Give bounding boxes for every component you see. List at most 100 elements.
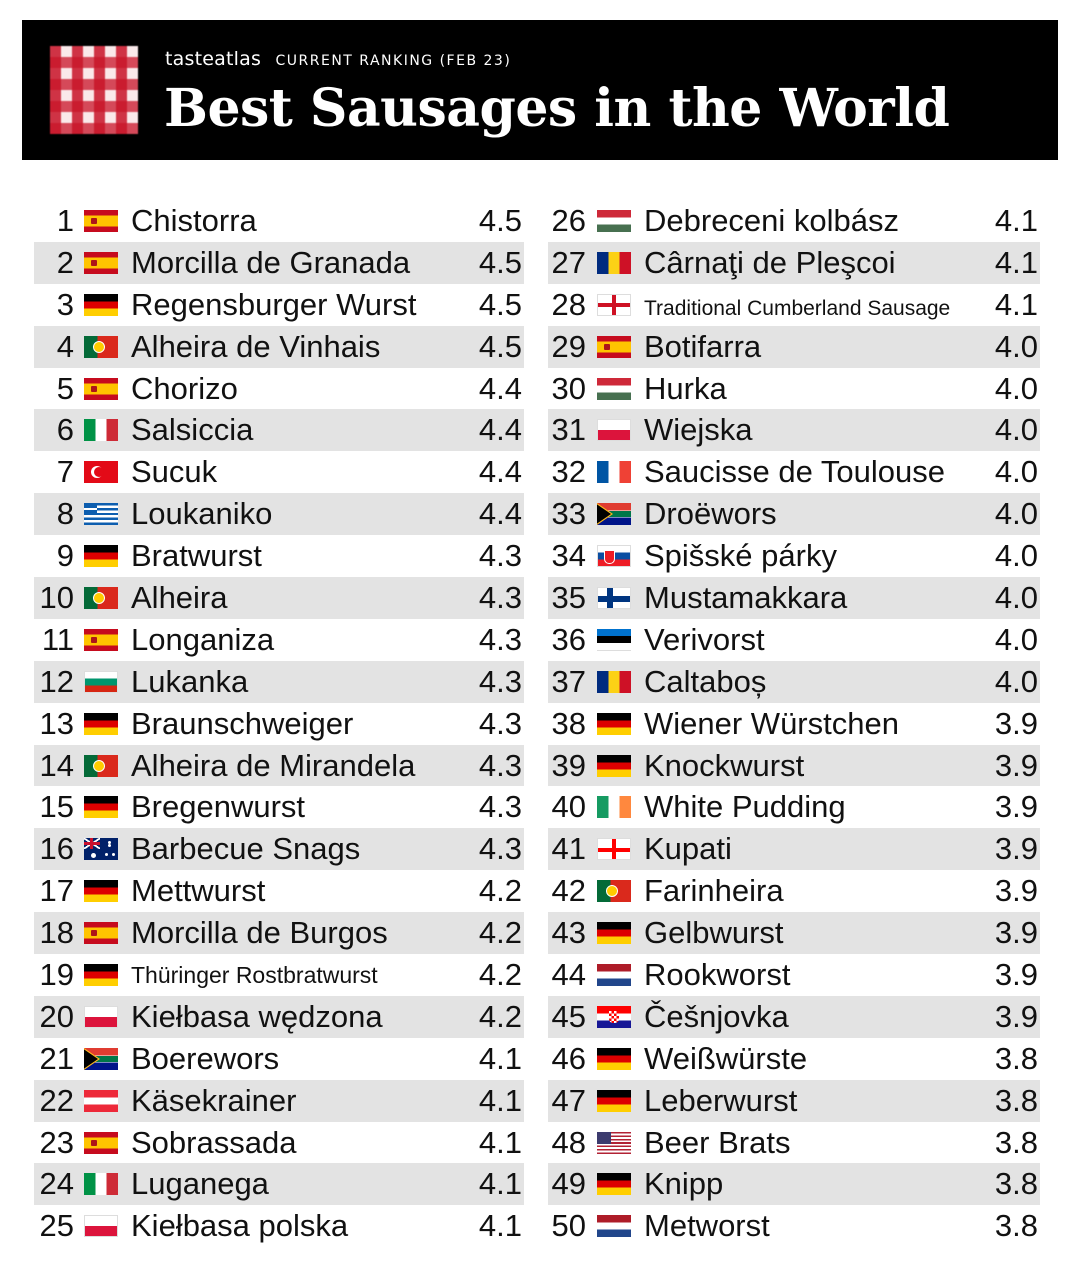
flag-fi-icon	[597, 587, 631, 610]
sausage-name: Weißwürste	[644, 1040, 808, 1076]
ranking-row: 3 Regensburger Wurst 4.5	[34, 284, 524, 326]
ranking-row: 47 Leberwurst 3.8	[548, 1079, 1040, 1122]
rating-score: 3.9	[994, 789, 1038, 825]
flag-es-icon	[84, 922, 118, 945]
flag-es-icon	[84, 251, 118, 274]
rating-score: 4.4	[478, 496, 522, 532]
rank-number: 9	[56, 538, 74, 574]
ranking-row: 17 Mettwurst 4.2	[34, 870, 524, 912]
flag-it-icon	[84, 1173, 118, 1196]
ranking-row: 44 Rookworst 3.9	[548, 954, 1040, 996]
flag-pt-icon	[84, 754, 118, 777]
ranking-row: 6 Salsiccia 4.4	[34, 409, 524, 452]
ranking-row: 31 Wiejska 4.0	[548, 409, 1040, 452]
flag-de-icon	[84, 545, 118, 568]
rank-number: 50	[551, 1208, 586, 1244]
sausage-name: Češnjovka	[644, 998, 789, 1034]
rating-score: 3.8	[994, 1082, 1038, 1118]
sausage-name: Rookworst	[644, 957, 791, 993]
sausage-name: Salsiccia	[131, 412, 254, 448]
rating-score: 4.2	[478, 957, 522, 993]
flag-es-icon	[84, 628, 118, 651]
rank-number: 20	[39, 998, 74, 1034]
sausage-name: Bregenwurst	[131, 789, 306, 825]
flag-pt-icon	[84, 335, 118, 358]
sausage-name: Kupati	[644, 831, 732, 867]
sausage-name: Traditional Cumberland Sausage	[644, 296, 951, 320]
flag-us-icon	[597, 1131, 631, 1154]
ranking-column-right: 26 Debreceni kolbász 4.1 27 Cârnaţi de Pleşc…	[548, 200, 1040, 1247]
rank-number: 28	[551, 286, 586, 322]
flag-sk-icon	[597, 545, 631, 568]
ranking-row: 22 Käsekrainer 4.1	[34, 1079, 524, 1122]
rank-number: 29	[551, 328, 586, 364]
rank-number: 6	[56, 412, 74, 448]
sausage-name: Chorizo	[131, 370, 238, 406]
ranking-row: 25 Kiełbasa polska 4.1	[34, 1205, 524, 1247]
flag-de-icon	[84, 964, 118, 987]
sausage-name: Sucuk	[131, 454, 218, 490]
flag-de-icon	[84, 880, 118, 903]
ranking-row: 29 Botifarra 4.0	[548, 325, 1040, 368]
rank-number: 13	[39, 705, 74, 741]
sausage-name: Spišské párky	[644, 538, 837, 574]
rank-number: 45	[551, 998, 586, 1034]
flag-au-icon	[84, 838, 118, 861]
rank-number: 8	[56, 496, 74, 532]
ranking-column-left: 1 Chistorra 4.5 2 Morcilla de Granada 4.5 3 Reg…	[34, 200, 524, 1247]
sausage-name: Verivorst	[644, 621, 765, 657]
flag-hu-icon	[597, 210, 631, 232]
rating-score: 4.3	[478, 831, 522, 867]
ranking-row: 2 Morcilla de Granada 4.5	[34, 241, 524, 284]
sausage-name: Longaniza	[131, 621, 275, 657]
flag-pl-icon	[597, 419, 631, 442]
ranking-row: 46 Weißwürste 3.8	[548, 1038, 1040, 1080]
rating-score: 4.2	[478, 998, 522, 1034]
ranking-row: 15 Bregenwurst 4.3	[34, 786, 524, 828]
rank-number: 17	[39, 873, 74, 909]
sausage-name: Regensburger Wurst	[131, 286, 417, 322]
ranking-row: 27 Cârnaţi de Pleşcoi 4.1	[548, 241, 1040, 284]
flag-tr-icon	[84, 461, 118, 484]
ranking-row: 45 Češnjovka 3.9	[548, 995, 1040, 1038]
rating-score: 4.4	[478, 370, 522, 406]
rank-number: 4	[56, 328, 74, 364]
ranking-row: 21 Boerewors 4.1	[34, 1038, 524, 1080]
flag-es-icon	[84, 377, 118, 400]
rating-score: 4.5	[478, 328, 522, 364]
flag-pl-icon	[84, 1215, 118, 1238]
ranking-row: 8 Loukaniko 4.4	[34, 493, 524, 536]
sausage-name: Luganega	[131, 1166, 269, 1202]
rank-number: 38	[551, 705, 586, 741]
rating-score: 4.0	[994, 621, 1038, 657]
ranking-row: 4 Alheira de Vinhais 4.5	[34, 325, 524, 368]
sausage-name: Alheira de Mirandela	[131, 747, 416, 783]
rank-number: 37	[551, 663, 586, 699]
ranking-row: 14 Alheira de Mirandela 4.3	[34, 744, 524, 787]
sausage-name: Saucisse de Toulouse	[644, 454, 946, 490]
sausage-name: Morcilla de Burgos	[131, 915, 388, 951]
rank-number: 5	[56, 370, 74, 406]
ranking-row: 43 Gelbwurst 3.9	[548, 912, 1040, 955]
sausage-name: White Pudding	[644, 789, 846, 825]
rating-score: 3.8	[994, 1040, 1038, 1076]
flag-ro-icon	[597, 670, 631, 693]
ranking-row: 36 Verivorst 4.0	[548, 619, 1040, 661]
rank-number: 7	[56, 454, 74, 490]
ranking-row: 39 Knockwurst 3.9	[548, 744, 1040, 787]
flag-en-icon	[597, 293, 631, 316]
rank-number: 22	[39, 1082, 74, 1118]
rating-score: 4.3	[478, 621, 522, 657]
rank-number: 41	[551, 831, 586, 867]
flag-bg-icon	[84, 670, 118, 693]
rating-score: 3.8	[994, 1208, 1038, 1244]
ranking-row: 5 Chorizo 4.4	[34, 368, 524, 410]
flag-pt-icon	[597, 880, 631, 903]
sausage-name: Knockwurst	[644, 747, 805, 783]
rank-number: 25	[39, 1208, 74, 1244]
flag-es-icon	[597, 335, 631, 358]
flag-pl-icon	[84, 1005, 118, 1028]
flag-de-icon	[597, 712, 631, 735]
ranking-row: 37 Caltaboș 4.0	[548, 660, 1040, 703]
rank-number: 19	[39, 957, 74, 993]
